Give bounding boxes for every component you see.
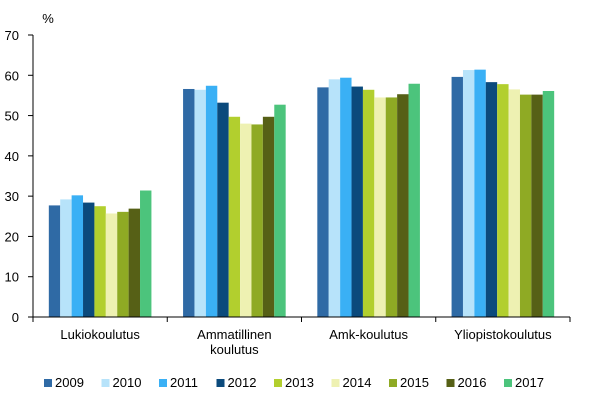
x-category-label: Ammatillinen — [197, 327, 271, 342]
legend: 2009 2010 2011 2012 2013 2014 2015 2016 2017 — [44, 375, 544, 390]
y-tick-label: 50 — [5, 109, 19, 124]
legend-item: 2017 — [504, 375, 544, 390]
legend-label: 2010 — [113, 375, 142, 390]
bar-group — [451, 69, 555, 318]
x-category-label: Lukiokoulutus — [60, 327, 140, 342]
bar — [117, 211, 129, 317]
legend-label: 2011 — [170, 375, 198, 390]
y-tick-label: 40 — [5, 149, 19, 164]
legend-swatch — [159, 379, 167, 387]
bar — [94, 206, 106, 317]
y-axis: 0 10 20 30 40 50 60 70 — [5, 28, 34, 325]
y-tick-label: 10 — [5, 270, 19, 285]
x-category-label: koulutus — [210, 342, 259, 357]
bar — [508, 89, 520, 317]
bar — [140, 190, 152, 317]
bar — [71, 195, 84, 317]
legend-item: 2016 — [446, 375, 487, 390]
legend-label: 2017 — [515, 375, 544, 390]
bar — [128, 208, 141, 317]
bar-groups — [48, 69, 555, 318]
legend-swatch — [44, 379, 52, 387]
bar — [251, 124, 263, 317]
bar — [340, 77, 352, 318]
bar — [462, 70, 475, 317]
bar — [240, 123, 252, 317]
legend-item: 2012 — [216, 375, 257, 390]
x-category-label: Yliopistokoulutus — [454, 327, 552, 342]
legend-item: 2011 — [159, 375, 198, 390]
legend-swatch — [274, 379, 282, 387]
bar-group — [48, 190, 152, 317]
legend-item: 2010 — [101, 375, 142, 390]
bar — [374, 97, 386, 317]
x-category-label: Amk-koulutus — [329, 327, 408, 342]
legend-label: 2013 — [285, 375, 314, 390]
legend-label: 2016 — [458, 375, 487, 390]
legend-label: 2015 — [400, 375, 429, 390]
bar — [60, 199, 72, 317]
bar — [228, 116, 241, 317]
legend-label: 2014 — [343, 375, 372, 390]
bar — [217, 102, 229, 318]
bar — [183, 88, 195, 318]
bar — [83, 202, 95, 317]
legend-swatch — [331, 379, 340, 387]
bar — [328, 79, 341, 317]
bar — [408, 83, 420, 317]
bar — [542, 90, 555, 317]
legend-swatch — [504, 379, 512, 387]
legend-swatch — [389, 379, 397, 387]
bar — [105, 213, 118, 317]
y-axis-unit-label: % — [42, 11, 54, 26]
bar — [48, 205, 61, 317]
bar — [362, 89, 375, 317]
bar — [485, 82, 498, 318]
y-tick-label: 0 — [12, 310, 19, 325]
bar — [474, 69, 486, 317]
y-tick-label: 20 — [5, 229, 19, 244]
bar — [497, 84, 509, 317]
y-tick-label: 30 — [5, 189, 19, 204]
bar-group — [317, 77, 420, 318]
legend-item: 2015 — [389, 375, 429, 390]
legend-swatch — [101, 379, 110, 387]
legend-swatch — [446, 379, 455, 387]
bar — [317, 87, 329, 317]
bar — [397, 94, 409, 317]
bar — [262, 116, 275, 317]
legend-swatch — [216, 379, 225, 387]
legend-item: 2014 — [331, 375, 372, 390]
bar — [385, 97, 398, 317]
bar-group — [183, 85, 286, 318]
legend-label: 2009 — [55, 375, 84, 390]
bar — [194, 89, 206, 317]
bar — [451, 76, 463, 317]
legend-item: 2013 — [274, 375, 314, 390]
bar — [205, 85, 218, 317]
bar — [274, 104, 286, 318]
legend-item: 2009 — [44, 375, 84, 390]
bar — [519, 94, 532, 317]
bar — [531, 94, 543, 317]
bar — [351, 86, 363, 318]
legend-label: 2012 — [228, 375, 257, 390]
y-tick-label: 70 — [5, 28, 19, 43]
y-tick-label: 60 — [5, 68, 19, 83]
